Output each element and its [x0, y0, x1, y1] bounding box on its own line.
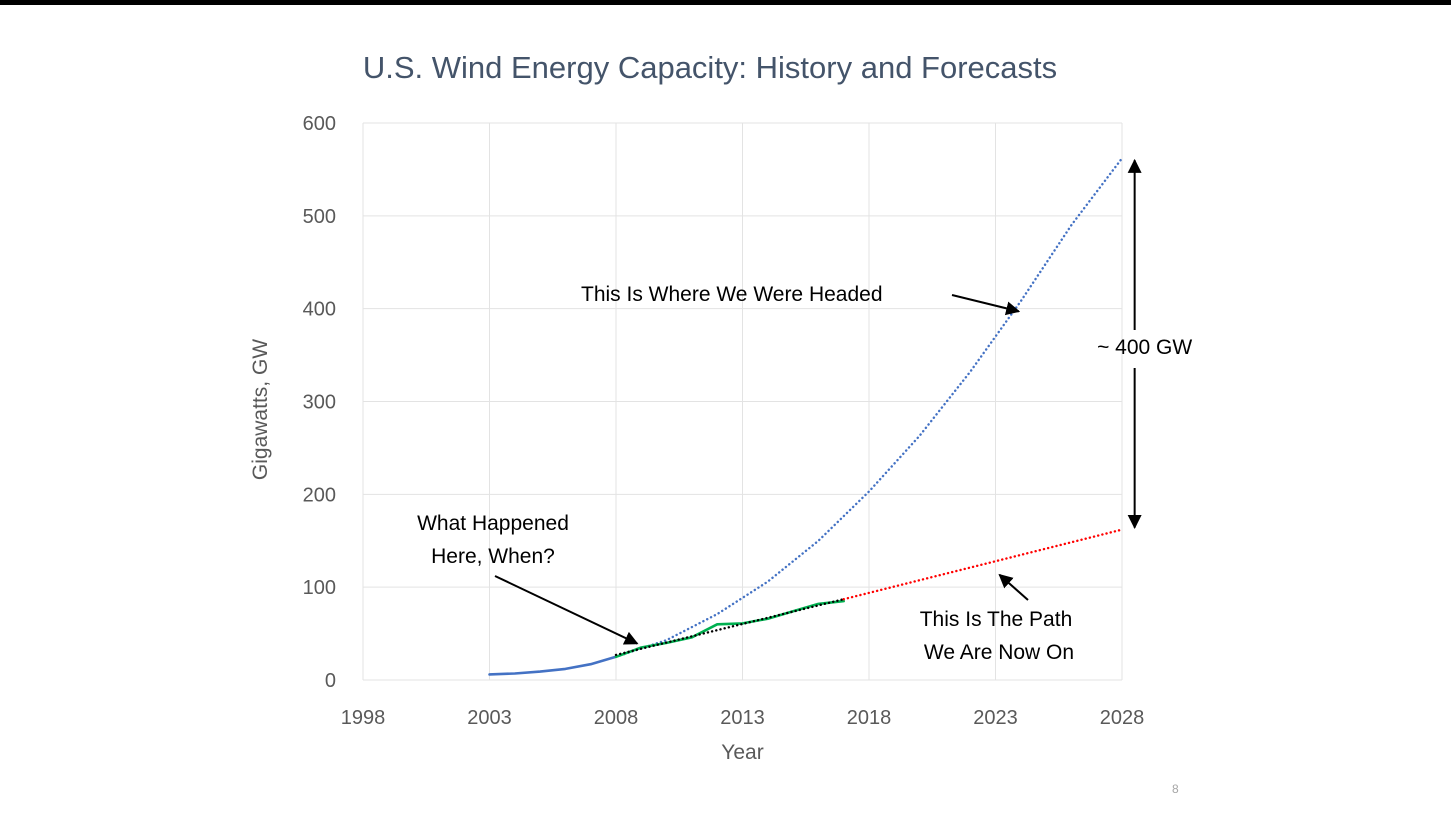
x-tick-label: 2003	[467, 707, 512, 729]
annotation-arrow	[998, 573, 1029, 601]
x-tick-label: 2008	[594, 707, 639, 729]
y-axis-title: Gigawatts, GW	[249, 339, 272, 480]
annotation-path-now-on-line-2: We Are Now On	[924, 641, 1074, 664]
data-series-line	[488, 655, 618, 676]
y-tick-label: 100	[303, 577, 336, 599]
series-lines	[488, 157, 1124, 676]
chart-title: U.S. Wind Energy Capacity: History and F…	[362, 50, 1058, 85]
y-tick-label: 0	[325, 670, 336, 692]
x-tick-label: 2028	[1100, 707, 1145, 729]
annotation-arrow	[951, 294, 1021, 316]
x-tick-label: 2018	[847, 707, 892, 729]
x-tick-label: 2013	[720, 707, 765, 729]
annotation-what-happened-line-1: What Happened	[417, 512, 569, 535]
gridlines	[362, 122, 1123, 681]
x-tick-label: 1998	[341, 707, 386, 729]
annotation-400-gw: ~ 400 GW	[1097, 336, 1192, 359]
data-series-line	[842, 528, 1124, 601]
annotation-where-we-were-headed: This Is Where We Were Headed	[581, 283, 883, 306]
x-axis-title: Year	[721, 741, 763, 764]
data-series-line	[614, 157, 1124, 658]
annotation-arrow	[494, 575, 639, 645]
y-tick-label: 400	[303, 299, 336, 321]
data-series-line	[614, 599, 846, 659]
y-tick-label: 600	[303, 113, 336, 135]
annotation-path-now-on-line-1: This Is The Path	[920, 608, 1073, 631]
top-border	[0, 0, 1451, 5]
y-tick-label: 500	[303, 206, 336, 228]
annotation-what-happened-line-2: Here, When?	[431, 545, 555, 568]
y-tick-label: 300	[303, 392, 336, 414]
x-tick-label: 2023	[973, 707, 1018, 729]
annotations: This Is Where We Were Headed What Happene…	[417, 158, 1192, 664]
y-tick-label: 200	[303, 484, 336, 506]
slide-number: 8	[1172, 782, 1179, 796]
axes: 0 100 200 300 400 500 600 1998 2003 2008 2013 2018 2…	[249, 113, 1144, 764]
data-series-line	[614, 598, 845, 657]
